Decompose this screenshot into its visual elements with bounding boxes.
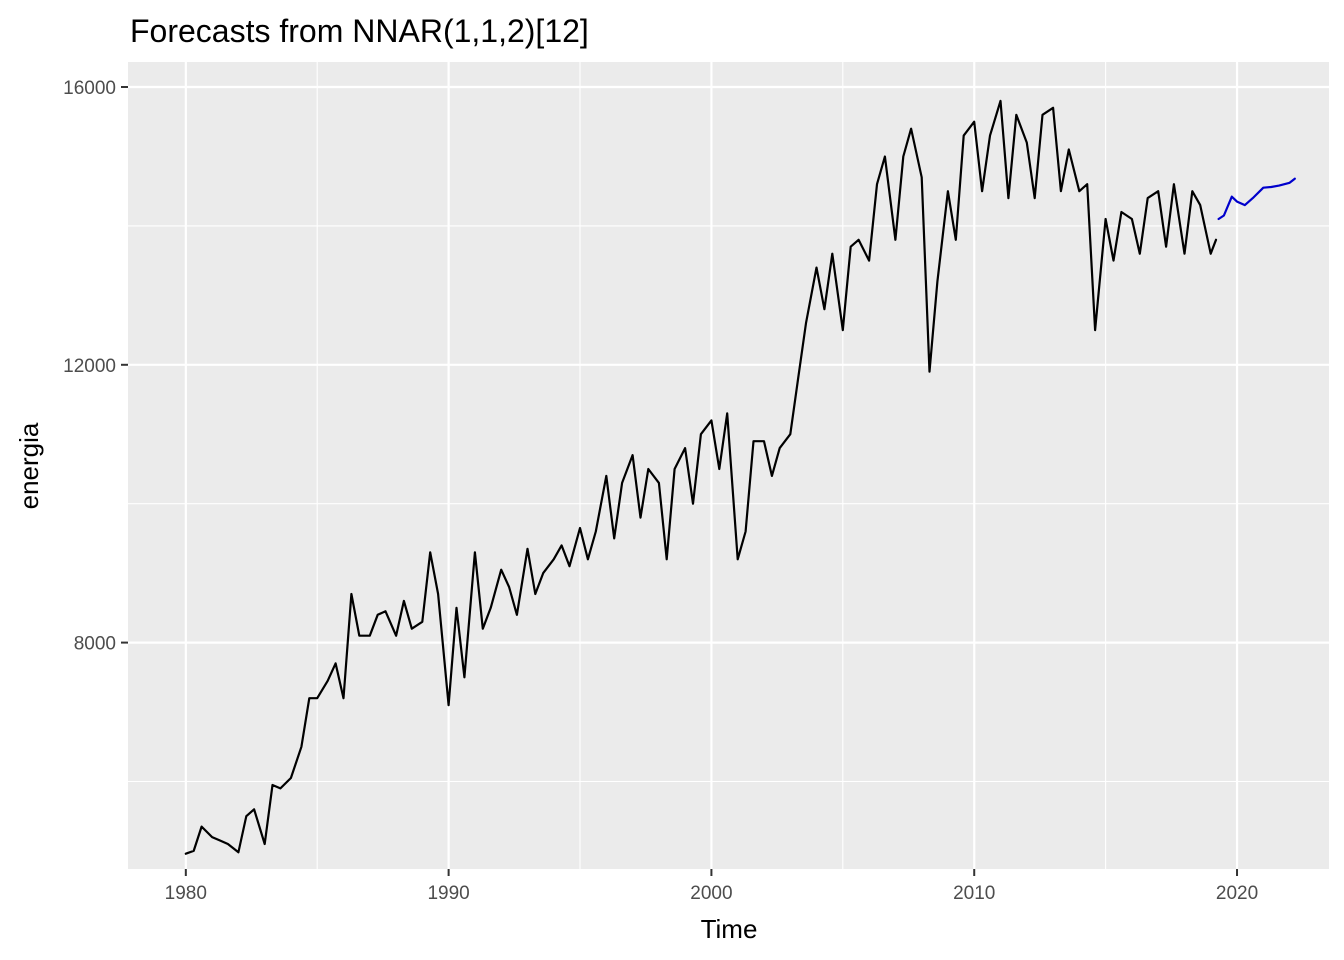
observed-series-line bbox=[184, 99, 1218, 855]
y-tick-label: 12000 bbox=[63, 356, 116, 377]
x-axis: 1980 1990 2000 2010 2020 bbox=[165, 869, 1258, 904]
forecast-series-line bbox=[1217, 177, 1296, 221]
x-tick-label: 1980 bbox=[165, 883, 207, 904]
chart-title: Forecasts from NNAR(1,1,2)[12] bbox=[130, 13, 589, 49]
minor-gridlines bbox=[128, 62, 1329, 869]
series-layer bbox=[184, 99, 1296, 855]
major-gridlines bbox=[128, 62, 1329, 869]
y-tick-label: 16000 bbox=[63, 78, 116, 99]
y-tick-label: 8000 bbox=[74, 634, 116, 655]
y-axis: 8000 12000 16000 bbox=[63, 78, 128, 655]
x-tick-label: 2020 bbox=[1216, 883, 1258, 904]
y-axis-title: energia bbox=[14, 422, 44, 509]
x-tick-label: 2010 bbox=[953, 883, 995, 904]
x-tick-label: 2000 bbox=[690, 883, 732, 904]
x-axis-title: Time bbox=[701, 914, 758, 944]
plot-panel bbox=[128, 62, 1329, 869]
x-tick-label: 1990 bbox=[427, 883, 469, 904]
